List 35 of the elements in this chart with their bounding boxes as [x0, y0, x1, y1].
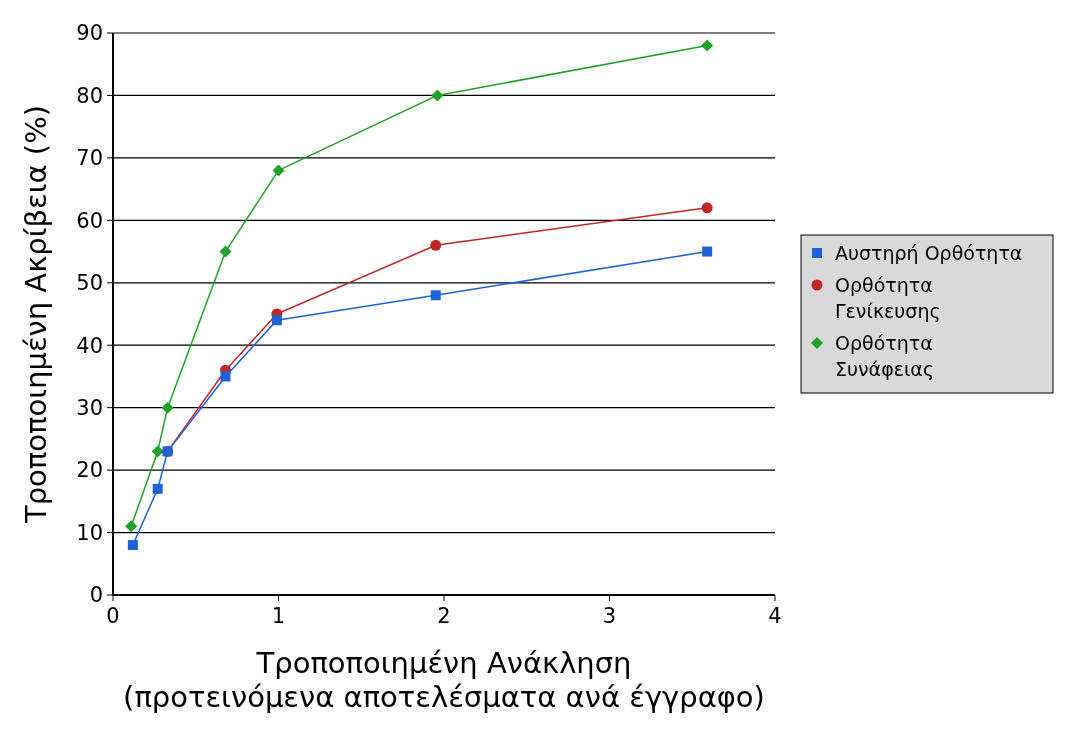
x-tick-label: 0	[106, 604, 120, 628]
point	[152, 483, 163, 494]
y-axis-title: Τροποποιημένη Ακρίβεια (%)	[19, 104, 53, 525]
y-tick-label: 50	[76, 271, 103, 296]
x-axis-title: Τροποποιημένη Ανάκληση (προτεινόμενα αποτελέσματα ανά έγγραφο)	[123, 646, 765, 714]
legend-label: Ορθότητα Συνάφειας	[835, 331, 935, 380]
point	[219, 245, 232, 258]
x-tick-label: 3	[602, 604, 617, 628]
x-tick-label: 2	[437, 604, 451, 628]
y-tick-label: 80	[76, 83, 103, 108]
y-tick-label: 0	[89, 583, 103, 608]
y-tick-label: 60	[76, 208, 103, 233]
y-tick-label: 40	[76, 333, 103, 358]
y-tick-label: 20	[76, 458, 103, 483]
point	[430, 290, 441, 301]
point	[127, 540, 138, 551]
legend-label: Ορθότητα Γενίκευσης	[835, 273, 941, 322]
point	[161, 401, 174, 414]
point	[431, 89, 444, 102]
y-tick-label: 90	[76, 21, 103, 46]
point	[125, 520, 138, 533]
legend-label: Αυστηρή Ορθότητα	[835, 241, 1023, 264]
point	[701, 39, 714, 52]
point	[271, 315, 282, 326]
y-tick-label: 30	[76, 396, 103, 421]
point	[701, 202, 713, 214]
point	[220, 371, 231, 382]
y-tick-label: 70	[76, 146, 103, 171]
point	[151, 445, 164, 458]
x-tick-label: 4	[768, 604, 782, 628]
x-tick-label: 1	[271, 604, 286, 628]
point	[272, 164, 285, 177]
y-tick-label: 10	[76, 520, 103, 545]
point	[430, 239, 442, 251]
point	[702, 246, 713, 257]
